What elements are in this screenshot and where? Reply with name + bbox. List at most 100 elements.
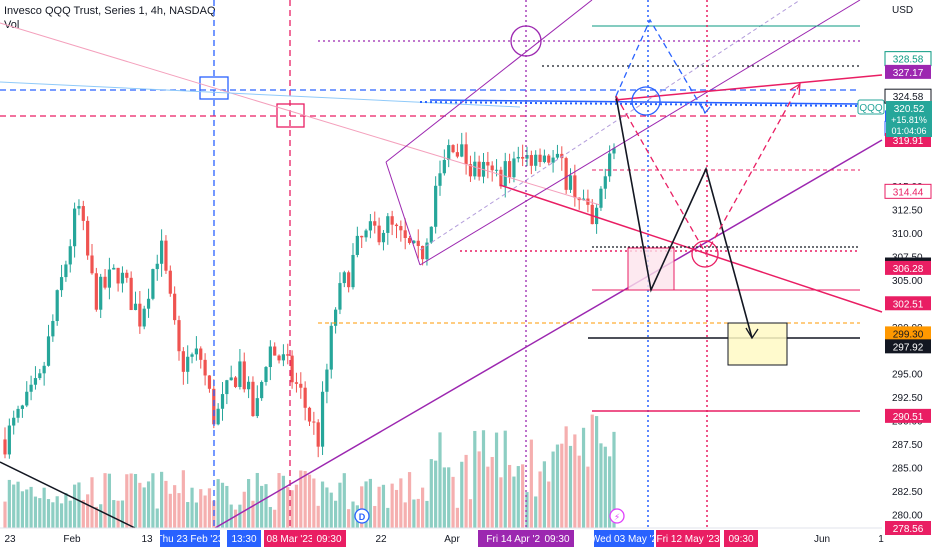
price-tick-label: 280.00 [892, 510, 923, 521]
candle-body [38, 373, 42, 379]
price-tick-label: 312.50 [892, 206, 923, 217]
volume-bar [551, 451, 555, 528]
volume-bar [307, 474, 312, 528]
candle-body [247, 381, 251, 390]
candle-body [225, 380, 229, 395]
arrow-head-black [745, 327, 759, 340]
volume-bar [55, 496, 59, 528]
candle-body [442, 159, 446, 174]
volume-bar [399, 478, 403, 528]
symbol-title: Invesco QQQ Trust, Series 1, 4h, NASDAQ [4, 5, 216, 17]
volume-bar [416, 498, 420, 528]
candle-body [455, 152, 459, 157]
volume-bar [503, 430, 507, 528]
volume-bar [429, 459, 433, 528]
volume-bar [538, 471, 542, 528]
volume-bar [294, 484, 299, 528]
candle-body [508, 161, 512, 178]
volume-bar [46, 499, 51, 528]
candle-body [220, 394, 225, 409]
volume-bar [3, 501, 7, 528]
volume-bar [138, 482, 142, 528]
candle-body [255, 398, 259, 417]
candle-body [551, 157, 555, 163]
volume-bar [434, 460, 438, 528]
volume-bar [555, 444, 560, 528]
purple-channel-left [385, 161, 421, 266]
volume-bar [25, 489, 29, 528]
last-price-countdown: 01:04:06 [891, 126, 926, 136]
candle-body [142, 308, 146, 327]
volume-bar [521, 464, 525, 528]
price-tag-label: 278.56 [893, 524, 924, 535]
candle-body [547, 155, 551, 163]
candle-body [386, 216, 390, 233]
candle-body [316, 422, 320, 447]
price-tag-bg [885, 408, 931, 423]
volume-bar [238, 504, 242, 528]
date-tag-label: Fri 14 Apr '23 [486, 534, 546, 545]
candle-body [42, 365, 46, 374]
candle-body [194, 348, 198, 355]
candle-body [494, 169, 499, 171]
date-tag-label: Thu 23 Feb '23 [157, 534, 224, 545]
candle-body [342, 272, 346, 284]
time-axis[interactable]: 23 Feb 13 22 Apr Jun 1 Thu 23 Feb '23 13:30 08 Ma… [0, 527, 884, 547]
candle-body [299, 383, 303, 388]
candle-body [46, 336, 51, 366]
candle-body [138, 303, 142, 327]
volume-bar [568, 445, 573, 528]
date-tag-bg [540, 530, 574, 547]
currency-label: USD [892, 5, 913, 16]
candle-body [403, 230, 407, 238]
volume-bar [303, 470, 307, 528]
volume-bar [142, 487, 146, 528]
candle-body [112, 267, 116, 270]
last-price-tag: QQQ 320.52 +15.81% 01:04:06 [857, 99, 932, 137]
candle-body [555, 153, 560, 158]
price-tag-bg [885, 521, 931, 535]
candle-body [199, 348, 203, 360]
candle-body [229, 377, 233, 381]
dividend-marker [354, 508, 370, 524]
volume-bar [286, 487, 290, 528]
volume-bar [12, 484, 16, 528]
candle-body [377, 225, 381, 243]
candle-body [499, 169, 503, 187]
volume-bar [116, 500, 120, 528]
volume-bar [373, 505, 377, 528]
volume-bar [242, 491, 246, 528]
pink-resistance-trendline [614, 74, 883, 101]
volume-bar [351, 501, 355, 528]
volume-bars [3, 414, 616, 528]
candle-body [168, 270, 172, 294]
purple-circle-marker [510, 25, 542, 57]
volume-bar [251, 500, 255, 528]
last-price-symbol: QQQ [859, 103, 883, 114]
light-pink-diagonal [0, 22, 601, 206]
candle-body [251, 381, 255, 417]
volume-bar [277, 473, 281, 528]
price-tag-bg [885, 64, 931, 79]
candle-body [294, 382, 299, 384]
price-tag-label: 306.28 [893, 264, 924, 275]
volume-bar [64, 493, 68, 528]
candle-body [407, 237, 412, 244]
candle-body [573, 175, 577, 198]
volume-bar [103, 473, 107, 528]
volume-bar [481, 430, 486, 528]
volume-bar [247, 479, 251, 528]
volume-bar [299, 470, 303, 528]
candle-body [568, 175, 573, 190]
candle-body [86, 220, 90, 256]
candle-body [603, 176, 607, 189]
purple-channel-upper [385, 0, 593, 163]
volume-bar [560, 443, 564, 528]
volume-bar [320, 481, 325, 528]
event-markers[interactable]: D ⚡ [354, 508, 625, 524]
volume-bar [577, 455, 581, 528]
volume-bar [451, 476, 455, 528]
volume-bar [255, 472, 259, 528]
candle-body [73, 208, 77, 247]
